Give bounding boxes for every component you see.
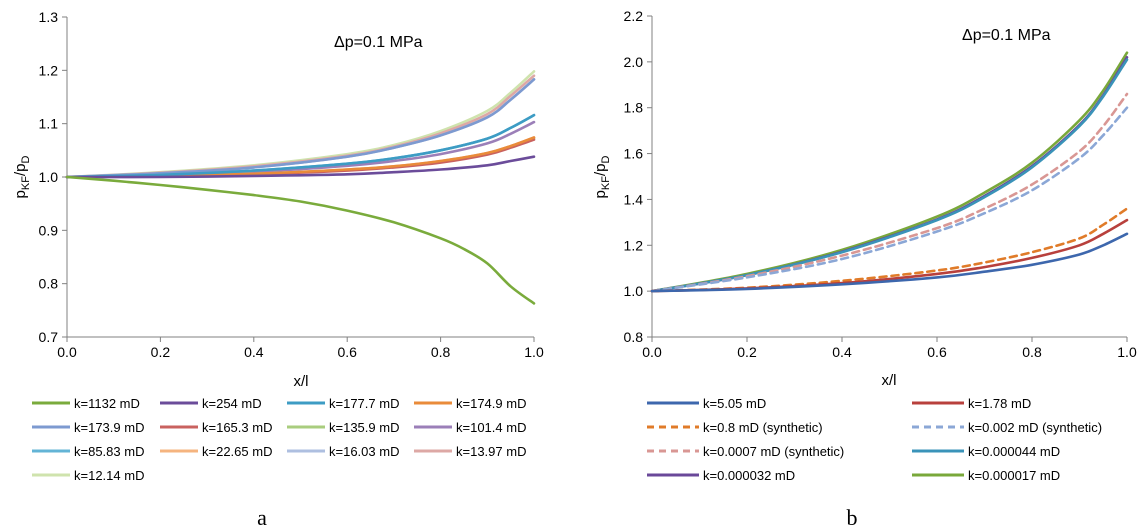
series-line <box>650 51 1129 293</box>
legend-label: k=173.9 mD <box>74 420 144 435</box>
legend-label: k=0.0007 mD (synthetic) <box>703 444 844 459</box>
panel-b-x-axis-label: x/l <box>882 372 897 389</box>
series-line <box>65 113 536 179</box>
x-tick-label: 0.4 <box>244 344 264 360</box>
legend-label: k=0.000044 mD <box>968 444 1060 459</box>
series-line <box>65 136 536 179</box>
y-tick-label: 1.3 <box>39 9 59 25</box>
legend-label: k=165.3 mD <box>202 420 272 435</box>
legend-label: k=12.14 mD <box>74 468 144 483</box>
series-line <box>650 92 1129 293</box>
panel-b-annotation: Δp=0.1 MPa <box>962 27 1051 44</box>
y-tick-label: 1.8 <box>624 100 644 116</box>
legend-label: k=135.9 mD <box>329 420 399 435</box>
x-tick-label: 0.0 <box>642 344 662 360</box>
series-line <box>650 232 1129 293</box>
y-tick-label: 1.2 <box>39 62 59 78</box>
x-tick-label: 0.2 <box>151 344 171 360</box>
y-tick-label: 0.8 <box>624 329 644 345</box>
legend-label: k=1132 mD <box>74 396 140 411</box>
legend-label: k=0.000032 mD <box>703 468 795 483</box>
legend-label: k=0.000017 mD <box>968 468 1060 483</box>
panel-b-series-lines <box>650 51 1129 293</box>
y-tick-label: 2.2 <box>624 8 644 24</box>
legend-label: k=22.65 mD <box>202 444 272 459</box>
legend-label: k=101.4 mD <box>456 420 526 435</box>
panel-b-legend: k=5.05 mD k=1.78 mD k=0.8 mD (synthetic) k=… <box>647 396 1102 483</box>
series-line <box>650 58 1129 293</box>
x-tick-label: 1.0 <box>1117 344 1137 360</box>
panel-a-series-lines <box>65 70 536 305</box>
panel-b-y-axis-label: pKF/pD <box>592 156 612 199</box>
legend-label: k=174.9 mD <box>456 396 526 411</box>
legend-label: k=254 mD <box>202 396 262 411</box>
x-tick-label: 0.8 <box>1022 344 1042 360</box>
legend-label: k=0.002 mD (synthetic) <box>968 420 1102 435</box>
panel-a-y-axis-label: pKF/pD <box>12 156 32 199</box>
y-tick-label: 1.1 <box>39 116 59 132</box>
panel-a-label: a <box>257 505 267 530</box>
panel-b-label: b <box>847 505 858 530</box>
x-tick-label: 0.2 <box>737 344 757 360</box>
y-tick-label: 0.9 <box>39 222 59 238</box>
y-tick-label: 0.8 <box>39 276 59 292</box>
series-line <box>65 175 536 305</box>
legend-label: k=0.8 mD (synthetic) <box>703 420 823 435</box>
series-line <box>650 106 1129 293</box>
legend-label: k=5.05 mD <box>703 396 766 411</box>
panel-a: 0.70.80.91.01.11.21.30.0 0.2 0.4 0.6 0.8 1.0 … <box>12 9 544 530</box>
x-tick-label: 0.6 <box>927 344 947 360</box>
y-tick-label: 1.4 <box>624 191 644 207</box>
panel-a-legend: k=1132 mD k=254 mD k=177.7 mD k=174.9 mD k=1… <box>32 396 526 483</box>
legend-label: k=85.83 mD <box>74 444 144 459</box>
panel-a-annotation: Δp=0.1 MPa <box>334 34 423 51</box>
y-tick-label: 0.7 <box>39 329 59 345</box>
legend-label: k=177.7 mD <box>329 396 399 411</box>
x-tick-label: 0.6 <box>337 344 357 360</box>
series-line <box>65 78 536 179</box>
x-tick-label: 0.8 <box>431 344 451 360</box>
legend-label: k=16.03 mD <box>329 444 399 459</box>
legend-label: k=13.97 mD <box>456 444 526 459</box>
legend-label: k=1.78 mD <box>968 396 1031 411</box>
y-tick-label: 1.6 <box>624 146 644 162</box>
panel-b-axes: 0.8 1.0 1.2 1.4 1.6 1.8 2.0 2.2 0.0 0.2 0.4 0.6 0.8 1… <box>624 8 1137 360</box>
x-tick-label: 0.4 <box>832 344 852 360</box>
panel-a-x-axis-label: x/l <box>294 373 309 390</box>
y-tick-label: 1.0 <box>624 283 644 299</box>
x-tick-label: 0.0 <box>57 344 77 360</box>
y-tick-label: 1.2 <box>624 237 644 253</box>
panel-b: 0.8 1.0 1.2 1.4 1.6 1.8 2.0 2.2 0.0 0.2 0.4 0.6 0.8 1… <box>592 8 1137 530</box>
y-tick-label: 2.0 <box>624 54 644 70</box>
series-line <box>65 155 536 179</box>
y-tick-label: 1.0 <box>39 169 59 185</box>
panel-a-axes: 0.7 0.8 0.9 1.0 1.1 1.2 1.3 0.0 0.2 0.4 0.6 0.8 1.0 <box>39 9 544 360</box>
x-tick-label: 1.0 <box>524 344 544 360</box>
